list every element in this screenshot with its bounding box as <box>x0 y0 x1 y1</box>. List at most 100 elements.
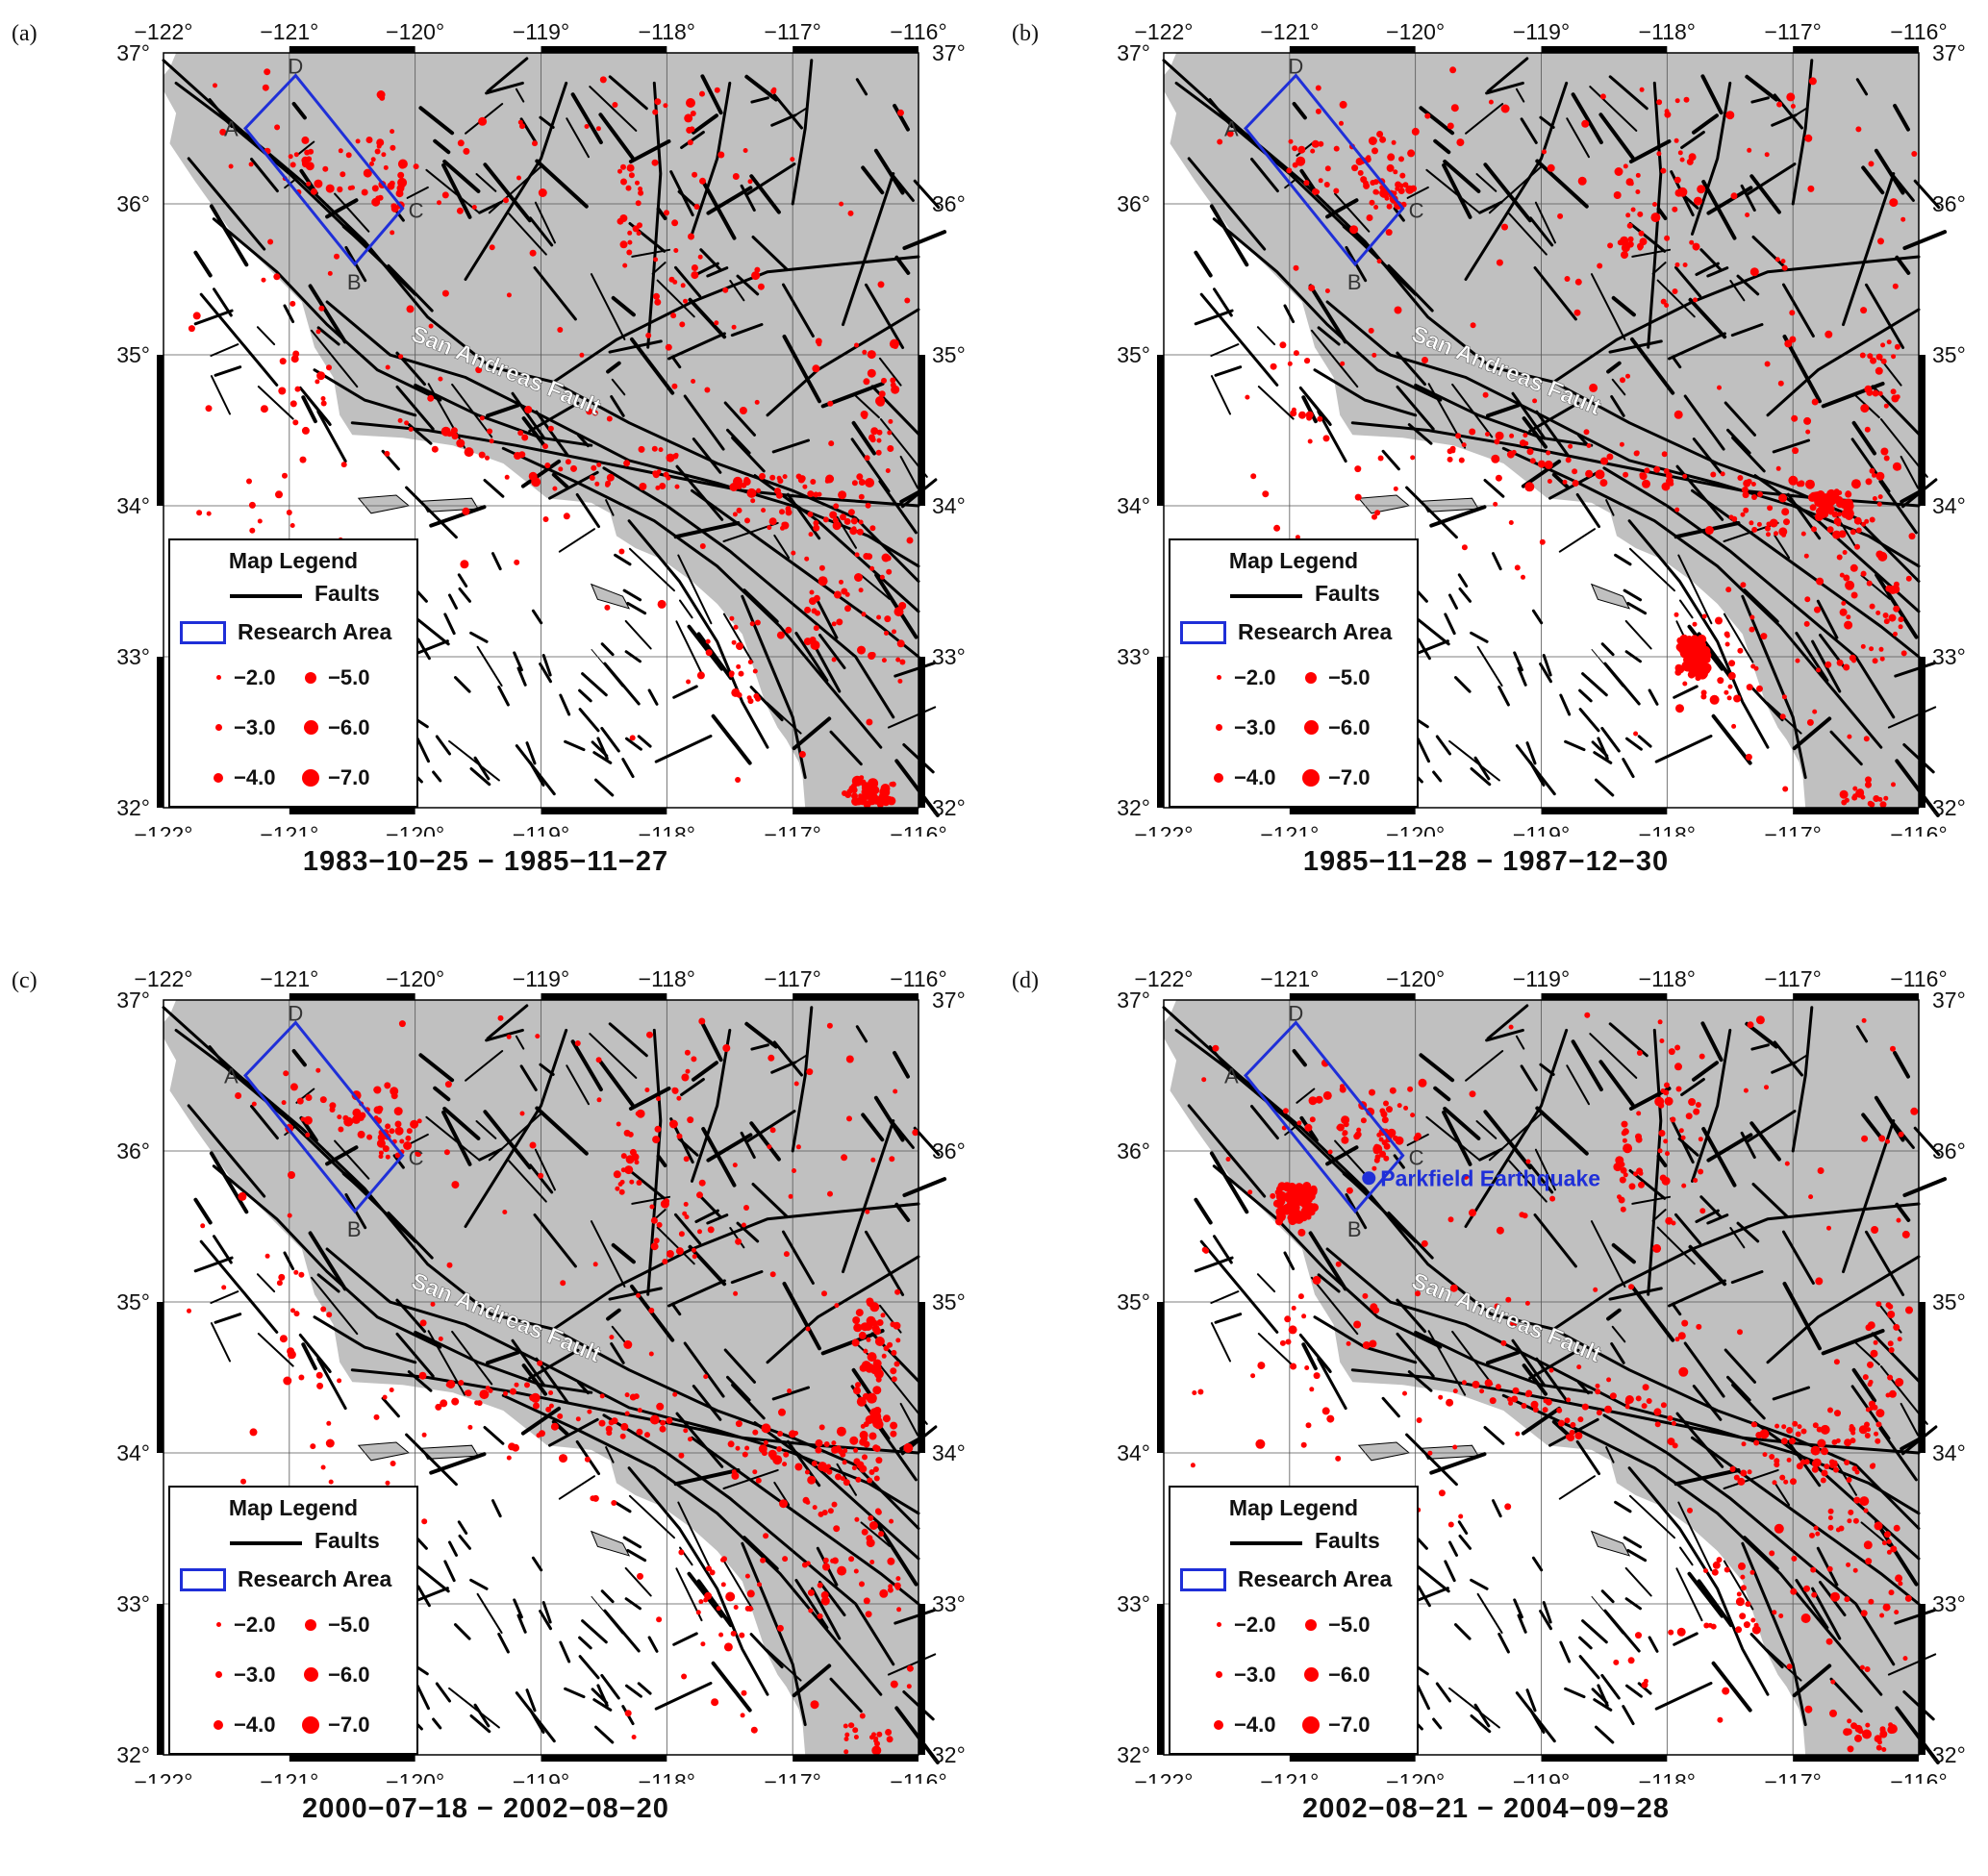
earthquake-dot <box>1882 1603 1891 1612</box>
map-legend: Map Legend Faults Research Area −2.0 −3.… <box>168 538 418 808</box>
fault-line <box>208 98 234 128</box>
earthquake-dot <box>675 1247 684 1256</box>
earthquake-dot <box>338 148 343 154</box>
earthquake-dot <box>683 298 688 304</box>
earthquake-dot <box>833 1525 841 1533</box>
fault-line <box>1528 1348 1580 1380</box>
earthquake-dot <box>1879 1613 1885 1618</box>
earthquake-dot <box>1843 663 1850 671</box>
earthquake-dot <box>537 1360 543 1366</box>
earthquake-dot <box>658 447 664 453</box>
earthquake-dot <box>709 1569 716 1576</box>
earthquake-dot <box>1751 526 1758 533</box>
earthquake-dot <box>1386 1106 1393 1113</box>
fault-line <box>210 375 231 415</box>
lon-tick-label: −119° <box>513 822 569 837</box>
fault-line <box>1539 663 1552 684</box>
magnitude-dot-icon <box>1216 1671 1222 1678</box>
earthquake-dot <box>834 1303 840 1309</box>
fault-line <box>603 662 641 706</box>
earthquake-dot <box>843 517 851 525</box>
earthquake-dot <box>1201 1077 1207 1083</box>
earthquake-dot <box>906 537 914 544</box>
fault-line <box>656 1226 695 1265</box>
earthquake-dot <box>1512 1387 1520 1394</box>
earthquake-dot <box>858 493 865 500</box>
earthquake-dot <box>889 1156 895 1163</box>
earthquake-dot <box>398 1020 406 1028</box>
earthquake-dot <box>696 1191 703 1199</box>
earthquake-dot <box>1438 1489 1446 1497</box>
earthquake-dot <box>843 1749 849 1755</box>
earthquake-dot <box>1895 1378 1904 1387</box>
earthquake-dot <box>1745 1601 1751 1608</box>
fault-line <box>1417 1585 1431 1608</box>
fault-line <box>624 1597 642 1611</box>
fault-line <box>590 1220 626 1288</box>
fault-line <box>605 499 615 516</box>
fault-line <box>1492 1499 1502 1518</box>
earthquake-dot <box>714 87 720 93</box>
earthquake-dot <box>1304 1365 1310 1370</box>
earthquake-dot <box>293 152 299 158</box>
fault-line <box>1673 685 1699 699</box>
lon-tick-label: −118° <box>639 1769 695 1784</box>
fault-line <box>1551 472 1570 489</box>
earthquake-dot <box>1892 462 1901 471</box>
fault-line <box>1210 375 1231 415</box>
fault-line <box>1577 1381 1590 1395</box>
earthquake-dot <box>296 1097 304 1105</box>
fault-line <box>1816 1546 1839 1587</box>
earthquake-dot <box>1811 526 1817 533</box>
earthquake-dot <box>1812 1422 1819 1429</box>
fault-line <box>893 1609 936 1625</box>
map-plot: San Andreas FaultABCD−122°−122°−121°−121… <box>1117 19 1966 837</box>
earthquake-dot <box>1792 1420 1799 1427</box>
corner-label: D <box>288 55 303 79</box>
earthquake-dot <box>1595 1388 1601 1395</box>
earthquake-dot <box>783 1451 790 1458</box>
lat-tick-label: 37° <box>1932 40 1966 65</box>
earthquake-dot <box>1583 429 1590 436</box>
earthquake-dot <box>1463 1173 1470 1180</box>
earthquake-dot <box>611 1417 618 1425</box>
earthquake-dot <box>787 1388 793 1393</box>
lon-tick-label: −121° <box>1260 822 1319 837</box>
earthquake-dot <box>476 1400 483 1407</box>
earthquake-dot <box>584 1456 591 1463</box>
earthquake-dot <box>1780 1438 1788 1445</box>
fault-line <box>448 739 500 782</box>
fault-line <box>1677 554 1713 625</box>
earthquake-dot <box>385 1154 390 1160</box>
earthquake-dot <box>1291 407 1296 413</box>
earthquake-dot <box>1865 1558 1873 1565</box>
fault-line <box>1301 1342 1318 1371</box>
earthquake-dot <box>213 83 217 88</box>
earthquake-dot <box>286 510 292 515</box>
earthquake-dot <box>861 1361 871 1371</box>
earthquake-dot <box>557 327 564 333</box>
earthquake-dot <box>1789 310 1796 316</box>
earthquake-dot <box>827 400 834 407</box>
fault-line <box>187 157 266 251</box>
earthquake-dot <box>1747 1469 1752 1475</box>
earthquake-dot <box>1864 1433 1871 1438</box>
earthquake-dot <box>671 219 679 227</box>
earthquake-dot <box>579 352 585 358</box>
earthquake-dot <box>853 1447 859 1453</box>
earthquake-dot <box>830 1558 836 1563</box>
earthquake-dot <box>838 1448 844 1455</box>
fault-line <box>552 255 920 384</box>
earthquake-dot <box>1393 169 1398 175</box>
earthquake-dot <box>1299 1194 1307 1202</box>
fault-line <box>1483 479 1505 498</box>
fault-line <box>464 1028 568 1228</box>
fault-line <box>646 1028 663 1296</box>
earthquake-dot <box>828 440 835 447</box>
fault-line <box>624 619 652 650</box>
fault-line <box>1625 737 1643 751</box>
fault-line <box>1292 102 1307 120</box>
fault-line <box>1743 1536 1779 1571</box>
earthquake-dot <box>1398 156 1404 163</box>
frame-bar <box>541 993 667 1000</box>
